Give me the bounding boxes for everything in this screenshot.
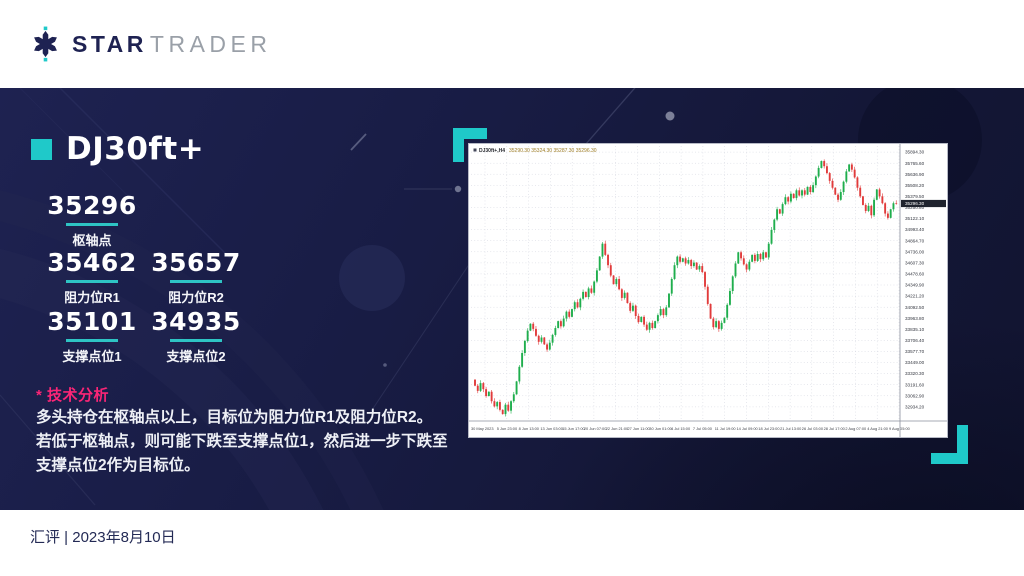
resistance1-label: 阻力位R1 — [64, 290, 120, 305]
svg-text:35894.30: 35894.30 — [905, 150, 925, 155]
svg-text:28 Jul 17:00: 28 Jul 17:00 — [824, 426, 846, 431]
svg-text:2 Aug 07:00: 2 Aug 07:00 — [845, 426, 867, 431]
svg-text:30 May 2023: 30 May 2023 — [471, 426, 494, 431]
svg-text:5 Jun 23:00: 5 Jun 23:00 — [497, 426, 518, 431]
footer-text: 汇评 | 2023年8月10日 — [30, 529, 176, 546]
svg-text:22 Jun 21:00: 22 Jun 21:00 — [606, 426, 629, 431]
svg-text:21 Jul 13:00: 21 Jul 13:00 — [780, 426, 802, 431]
svg-text:34736.00: 34736.00 — [905, 249, 925, 254]
pivot-level-block: 35296 枢轴点 — [28, 191, 156, 249]
support1-label: 支撑点位1 — [62, 349, 122, 364]
svg-text:8 Jun 13:00: 8 Jun 13:00 — [519, 426, 540, 431]
brand-text-star: STAR — [72, 30, 147, 57]
svg-text:13 Jun 03:00: 13 Jun 03:00 — [540, 426, 563, 431]
price-chart: 35894.30 35765.60 35636.90 35508.20 35379.50… — [468, 143, 948, 438]
resistance2-underline — [170, 280, 222, 283]
support1-underline — [66, 339, 118, 342]
svg-text:18 Jul 23:00: 18 Jul 23:00 — [758, 426, 780, 431]
svg-text:26 Jul 03:00: 26 Jul 03:00 — [802, 426, 824, 431]
instrument-title: DJ30ft+ — [66, 131, 205, 167]
svg-text:33320.30: 33320.30 — [905, 371, 925, 376]
svg-text:34607.30: 34607.30 — [905, 261, 925, 266]
title-accent-square — [31, 138, 52, 160]
analysis-line: 多头持仓在枢轴点以上，目标位为阻力位R1及阻力位R2。 — [36, 409, 433, 426]
analysis-heading: * 技术分析 — [36, 387, 110, 404]
svg-text:33577.70: 33577.70 — [905, 349, 925, 354]
support2-underline — [170, 339, 222, 342]
svg-text:34993.40: 34993.40 — [905, 227, 925, 232]
svg-text:35296.30: 35296.30 — [905, 201, 925, 206]
resistance2-label: 阻力位R2 — [168, 290, 224, 305]
star-logo-icon — [34, 26, 57, 62]
svg-text:7 Jul 05:00: 7 Jul 05:00 — [693, 426, 713, 431]
svg-text:34864.70: 34864.70 — [905, 238, 925, 243]
svg-text:33062.90: 33062.90 — [905, 393, 925, 398]
svg-text:14 Jul 09:00: 14 Jul 09:00 — [737, 426, 759, 431]
svg-text:30 Jun 01:00: 30 Jun 01:00 — [649, 426, 672, 431]
pivot-value: 35296 — [47, 191, 137, 220]
brand-text-trader: TRADER — [149, 30, 272, 57]
support2-label: 支撑点位2 — [166, 349, 226, 364]
svg-text:20 Jun 07:00: 20 Jun 07:00 — [584, 426, 607, 431]
brand-logo: STAR TRADER — [30, 25, 271, 63]
svg-text:34092.50: 34092.50 — [905, 305, 925, 310]
resistance2-value: 35657 — [151, 248, 241, 277]
analysis-paragraph: 多头持仓在枢轴点以上，目标位为阻力位R1及阻力位R2。 若低于枢轴点，则可能下跌… — [36, 406, 448, 478]
svg-text:4 Jul 15:00: 4 Jul 15:00 — [671, 426, 691, 431]
analysis-line: 支撑点位2作为目标位。 — [36, 457, 200, 474]
svg-text:33706.40: 33706.40 — [905, 338, 925, 343]
resistance1-value: 35462 — [47, 248, 137, 277]
main-section: DJ30ft+ 35296 枢轴点 35462 阻力位R1 35657 阻力位R… — [0, 88, 1024, 510]
svg-text:33191.60: 33191.60 — [905, 382, 925, 387]
resistance1-block: 35462 阻力位R1 — [28, 248, 156, 306]
svg-text:27 Jun 11:00: 27 Jun 11:00 — [628, 426, 651, 431]
chart-corner-bracket-bottom-right — [931, 425, 968, 464]
resistance1-underline — [66, 280, 118, 283]
chart-corner-bracket-top-left — [453, 128, 487, 162]
svg-text:11 Jul 19:00: 11 Jul 19:00 — [715, 426, 737, 431]
svg-text:35636.90: 35636.90 — [905, 172, 925, 177]
svg-text:35122.10: 35122.10 — [905, 216, 925, 221]
svg-text:33449.00: 33449.00 — [905, 360, 925, 365]
svg-text:33835.10: 33835.10 — [905, 327, 925, 332]
svg-text:35250.80: 35250.80 — [905, 205, 925, 210]
analysis-line: 若低于枢轴点，则可能下跌至支撑点位1，然后进一步下跌至 — [36, 433, 448, 450]
svg-text:33963.80: 33963.80 — [905, 316, 925, 321]
header-bar: STAR TRADER — [0, 0, 1024, 88]
pivot-underline — [66, 223, 118, 226]
svg-text:4 Aug 21:00: 4 Aug 21:00 — [867, 426, 889, 431]
resistance2-block: 35657 阻力位R2 — [132, 248, 260, 306]
svg-text:35379.50: 35379.50 — [905, 194, 925, 199]
svg-text:32934.20: 32934.20 — [905, 405, 925, 410]
footer-bar: 汇评 | 2023年8月10日 — [0, 510, 1024, 576]
svg-text:34478.60: 34478.60 — [905, 272, 925, 277]
svg-text:35508.20: 35508.20 — [905, 183, 925, 188]
instrument-title-row: DJ30ft+ — [31, 131, 204, 167]
svg-text:34221.20: 34221.20 — [905, 294, 925, 299]
support1-block: 35101 支撑点位1 — [28, 307, 156, 365]
svg-text:35765.60: 35765.60 — [905, 161, 925, 166]
support2-block: 34935 支撑点位2 — [132, 307, 260, 365]
svg-text:15 Jun 17:00: 15 Jun 17:00 — [562, 426, 585, 431]
svg-text:34349.90: 34349.90 — [905, 283, 925, 288]
support1-value: 35101 — [47, 307, 137, 336]
pivot-label: 枢轴点 — [72, 233, 112, 248]
support2-value: 34935 — [151, 307, 241, 336]
